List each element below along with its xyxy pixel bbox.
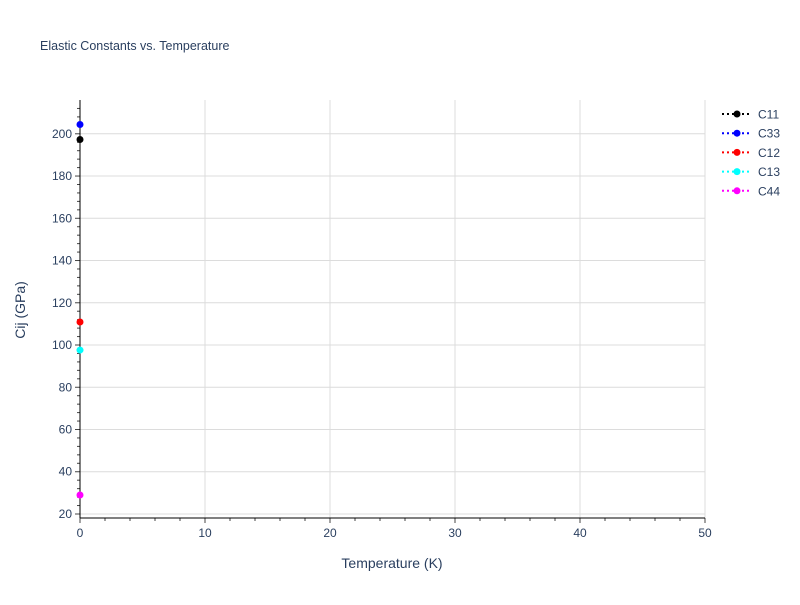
data-point-c11 bbox=[76, 135, 84, 143]
legend-label: C13 bbox=[758, 165, 780, 179]
x-tick-label: 10 bbox=[198, 526, 212, 540]
x-tick-label: 0 bbox=[77, 526, 84, 540]
y-tick-label: 80 bbox=[59, 380, 73, 394]
legend-marker bbox=[733, 110, 741, 118]
legend-label: C44 bbox=[758, 184, 780, 198]
data-point-c44 bbox=[76, 491, 84, 499]
chart-title: Elastic Constants vs. Temperature bbox=[40, 39, 229, 53]
legend-marker bbox=[733, 187, 741, 195]
x-tick-label: 50 bbox=[698, 526, 712, 540]
gridlines bbox=[80, 100, 706, 518]
y-tick-label: 100 bbox=[52, 338, 72, 352]
x-tick-label: 30 bbox=[448, 526, 462, 540]
y-tick-label: 200 bbox=[52, 127, 72, 141]
y-tick-label: 40 bbox=[59, 465, 73, 479]
axes: 20 40 60 80 100 120 140 160 180 200 0 10 20 30 40 50 bbox=[52, 100, 712, 540]
legend-marker bbox=[733, 129, 741, 137]
y-tick-label: 160 bbox=[52, 211, 72, 225]
y-axis-label: Cij (GPa) bbox=[12, 281, 28, 339]
data-point-c33 bbox=[76, 121, 84, 129]
legend-label: C11 bbox=[758, 108, 779, 122]
x-tick-label: 40 bbox=[573, 526, 587, 540]
legend-item-c11[interactable]: C11 bbox=[722, 108, 779, 122]
data-point-c13 bbox=[76, 346, 84, 354]
legend-label: C12 bbox=[758, 146, 780, 160]
legend-label: C33 bbox=[758, 127, 780, 141]
legend-item-c44[interactable]: C44 bbox=[722, 184, 780, 198]
legend-item-c12[interactable]: C12 bbox=[722, 146, 780, 160]
data-marks bbox=[76, 121, 84, 499]
x-tick-label: 20 bbox=[323, 526, 337, 540]
legend-marker bbox=[733, 168, 741, 176]
y-tick-label: 20 bbox=[59, 507, 73, 521]
legend[interactable]: C11 C33 C12 C13 C44 bbox=[722, 108, 780, 199]
x-axis-label: Temperature (K) bbox=[341, 555, 442, 571]
data-point-c12 bbox=[76, 318, 84, 326]
legend-marker bbox=[733, 148, 741, 156]
y-tick-label: 180 bbox=[52, 169, 72, 183]
legend-item-c33[interactable]: C33 bbox=[722, 127, 780, 141]
y-tick-label: 120 bbox=[52, 296, 72, 310]
y-tick-label: 140 bbox=[52, 254, 72, 268]
y-tick-label: 60 bbox=[59, 422, 73, 436]
legend-item-c13[interactable]: C13 bbox=[722, 165, 780, 179]
